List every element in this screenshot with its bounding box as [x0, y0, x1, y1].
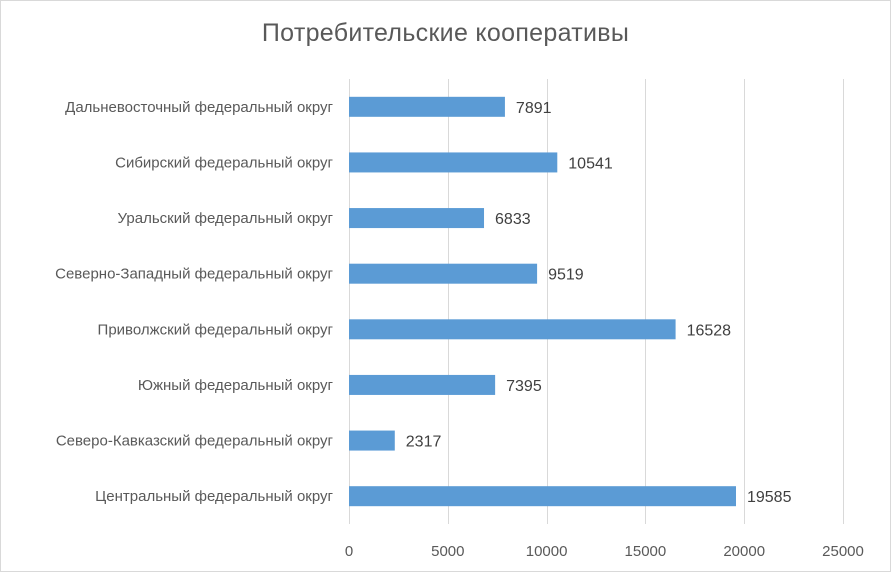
- bar-2: [349, 430, 395, 451]
- x-tick-label-10000: 10000: [526, 543, 568, 560]
- category-label-3: Южный федеральный округ: [138, 377, 334, 394]
- bar-1: [349, 486, 736, 507]
- category-label-2: Северо-Кавказский федеральный округ: [56, 433, 334, 450]
- category-label-8: Дальневосточный федеральный округ: [65, 99, 333, 116]
- value-label-2: 2317: [406, 434, 442, 451]
- value-label-1: 19585: [747, 489, 792, 506]
- category-label-6: Уральский федеральный округ: [118, 210, 334, 227]
- x-tick-label-20000: 20000: [723, 543, 765, 560]
- chart-title: Потребительские кооперативы: [261, 19, 630, 47]
- bar-8: [349, 96, 505, 117]
- category-label-7: Сибирский федеральный округ: [115, 154, 333, 171]
- category-label-4: Приволжский федеральный округ: [98, 321, 334, 338]
- value-label-7: 10541: [568, 155, 613, 172]
- value-label-6: 6833: [495, 211, 531, 228]
- value-label-5: 9519: [548, 267, 584, 284]
- bar-3: [349, 374, 496, 395]
- category-label-5: Северно-Западный федеральный округ: [55, 266, 333, 283]
- bar-4: [349, 319, 676, 340]
- category-label-1: Центральный федеральный округ: [95, 488, 333, 505]
- value-label-8: 7891: [516, 100, 552, 117]
- x-tick-label-5000: 5000: [431, 543, 464, 560]
- x-tick-label-15000: 15000: [625, 543, 667, 560]
- bar-5: [349, 263, 538, 284]
- bar-7: [349, 152, 558, 173]
- bar-6: [349, 208, 485, 229]
- value-label-4: 16528: [687, 322, 732, 339]
- x-tick-label-25000: 25000: [822, 543, 864, 560]
- value-label-3: 7395: [506, 378, 542, 395]
- x-tick-label-0: 0: [345, 543, 353, 560]
